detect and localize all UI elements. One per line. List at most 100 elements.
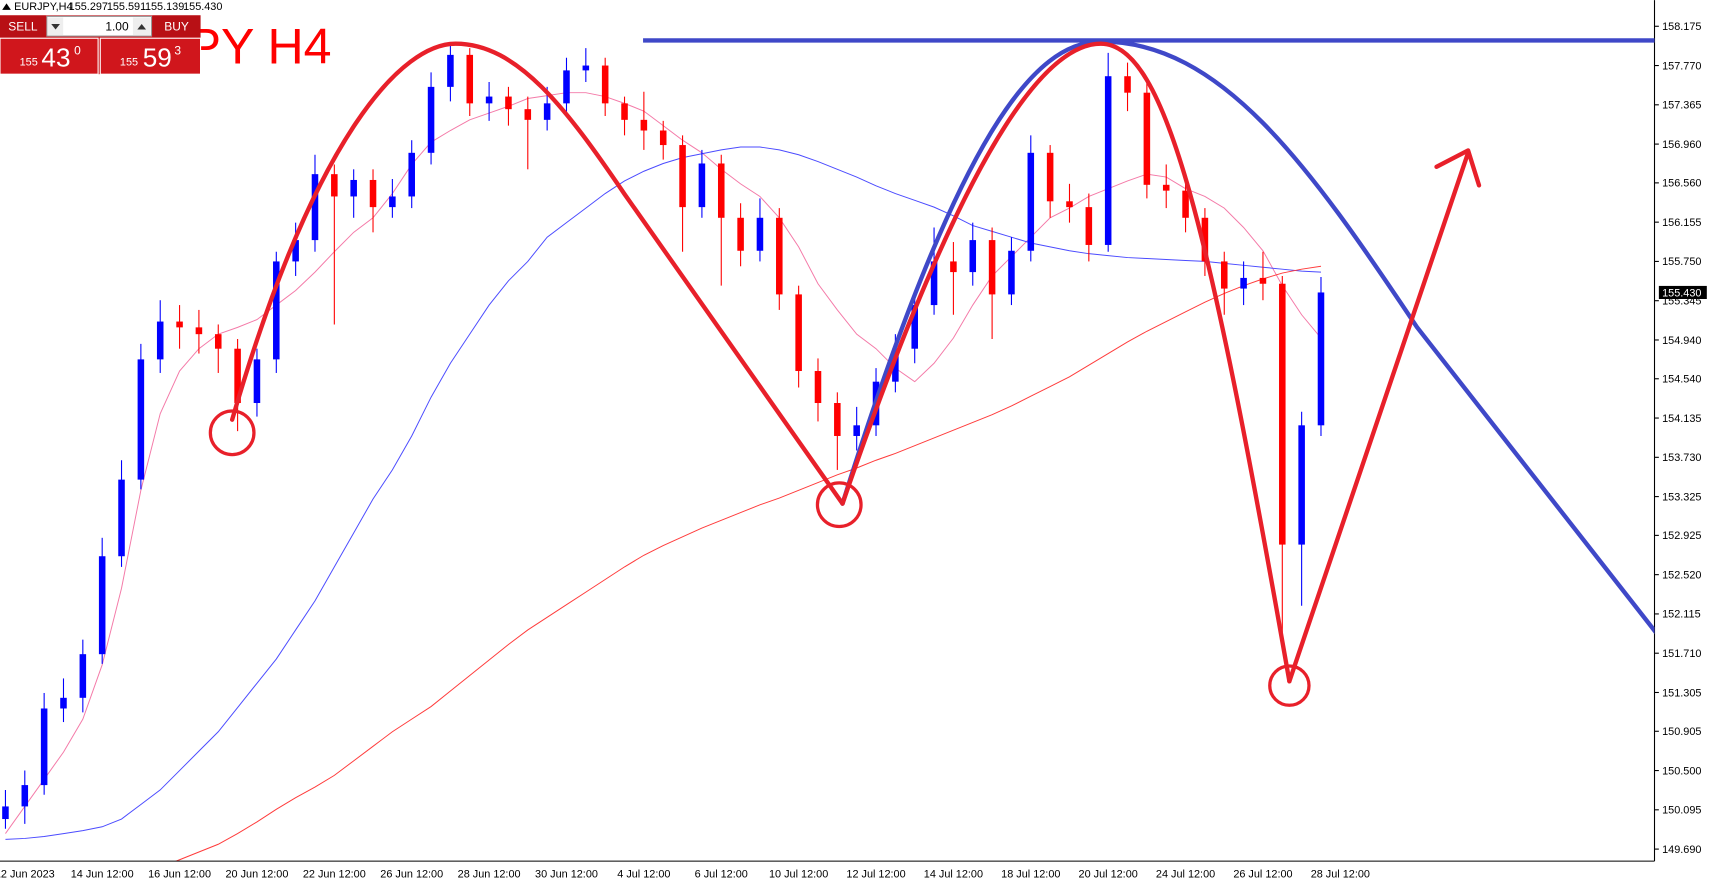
candle-body [1259, 277, 1267, 284]
candle-body [1317, 292, 1325, 426]
x-tick-label: 10 Jul 12:00 [769, 868, 828, 880]
candle-body [60, 697, 67, 709]
candle-body [1085, 207, 1093, 245]
candle-body [1124, 76, 1131, 93]
annotations [208, 38, 1655, 707]
marker-circle [208, 409, 256, 457]
candle-body [679, 145, 686, 208]
candle-body [427, 86, 435, 153]
x-tick-label: 12 Jul 12:00 [846, 868, 905, 880]
candle-body [292, 240, 299, 262]
candle-body [1066, 201, 1073, 208]
red-arch-right [840, 41, 1292, 684]
candle-body [1104, 76, 1112, 245]
candle-body [195, 327, 203, 335]
x-tick-label: 4 Jul 12:00 [617, 868, 670, 880]
y-tick-label: 150.095 [1662, 805, 1701, 817]
y-tick-label: 157.770 [1662, 60, 1701, 72]
candle-body [1027, 152, 1035, 251]
candle-body [2, 806, 9, 820]
y-tick-label: 150.500 [1662, 765, 1701, 777]
candle-body [582, 65, 590, 71]
x-tick-label: 28 Jun 12:00 [458, 868, 521, 880]
x-tick-label: 6 Jul 12:00 [695, 868, 748, 880]
one-click-panel: SELL 1.00 BUY 155 43 0 155 59 3 [0, 15, 202, 75]
quote-close: 155.430 [183, 1, 222, 13]
y-tick-label: 156.560 [1662, 178, 1701, 190]
candle-body [389, 196, 396, 208]
x-tick-label: 18 Jul 12:00 [1001, 868, 1060, 880]
candle-body [1220, 261, 1228, 289]
bid-pips: 43 [41, 43, 70, 73]
last-price-box [1658, 285, 1707, 299]
candle-body [1279, 283, 1286, 545]
candle-body [601, 65, 609, 104]
last-price-label: 155.430 [1662, 287, 1701, 299]
candle-body [485, 96, 493, 104]
candle-body [118, 479, 125, 557]
down-arrow [51, 24, 60, 30]
candle-body [756, 217, 764, 251]
x-tick-label: 22 Jun 12:00 [303, 868, 366, 880]
marker-circle [1268, 664, 1311, 707]
candle-body [892, 348, 899, 382]
y-tick-label: 152.115 [1662, 609, 1701, 621]
candle-body [698, 163, 706, 208]
candle-body [930, 261, 938, 306]
x-tick-label: 26 Jun 12:00 [380, 868, 443, 880]
x-tick-label: 26 Jul 12:00 [1233, 868, 1292, 880]
candle-body [621, 103, 628, 120]
candle-body [795, 294, 802, 372]
candle-body [1008, 250, 1015, 295]
candle-body [776, 217, 783, 295]
candle-body [369, 179, 377, 208]
candle-body [214, 334, 222, 349]
ask-pips: 59 [143, 43, 172, 73]
quote-high: 155.591 [107, 1, 146, 13]
y-tick-label: 158.175 [1662, 21, 1701, 33]
sell-tab[interactable] [0, 15, 46, 38]
candle-body [176, 321, 183, 328]
candle-body [273, 261, 280, 360]
y-tick-label: 156.960 [1662, 139, 1701, 151]
candle-body [659, 130, 667, 146]
y-tick-label: 152.520 [1662, 569, 1701, 581]
y-tick-label: 154.135 [1662, 413, 1701, 425]
candle-body [1201, 217, 1209, 262]
candle-body [1143, 92, 1151, 185]
plot-area [2, 43, 1325, 862]
y-tick-label: 153.325 [1662, 491, 1701, 503]
candle-body [311, 174, 319, 241]
buy-button[interactable] [99, 37, 202, 75]
x-tick-label: 14 Jun 12:00 [71, 868, 134, 880]
y-tick-label: 154.940 [1662, 335, 1701, 347]
candle-body [950, 261, 957, 273]
x-tick-label: 20 Jun 12:00 [226, 868, 289, 880]
x-tick-label: 12 Jun 2023 [0, 868, 55, 880]
y-tick-label: 156.155 [1662, 217, 1701, 229]
header: EURJPY,H4 155.297 155.591 155.139 155.43… [2, 1, 222, 13]
candle-body [331, 174, 338, 197]
y-tick-label: 153.730 [1662, 452, 1701, 464]
buy-tab[interactable] [152, 15, 201, 38]
candle-body [988, 240, 996, 295]
y-tick-label: 155.750 [1662, 256, 1701, 268]
x-tick-label: 24 Jul 12:00 [1156, 868, 1215, 880]
sell-button[interactable] [0, 37, 99, 75]
y-tick-label: 151.305 [1662, 687, 1701, 699]
x-tick-label: 20 Jul 12:00 [1079, 868, 1138, 880]
candle-body [1046, 152, 1054, 202]
candle-body [969, 240, 977, 273]
volume-box[interactable] [46, 15, 153, 37]
buy-label: BUY [164, 20, 189, 34]
candle-body [98, 556, 106, 655]
candle-body [1240, 277, 1247, 289]
bid-big: 155 [20, 56, 38, 68]
candle-body [1182, 190, 1189, 218]
y-tick-label: 154.540 [1662, 374, 1701, 386]
candle-body [234, 348, 241, 404]
candle-body [911, 305, 918, 349]
candle-body [253, 359, 261, 404]
